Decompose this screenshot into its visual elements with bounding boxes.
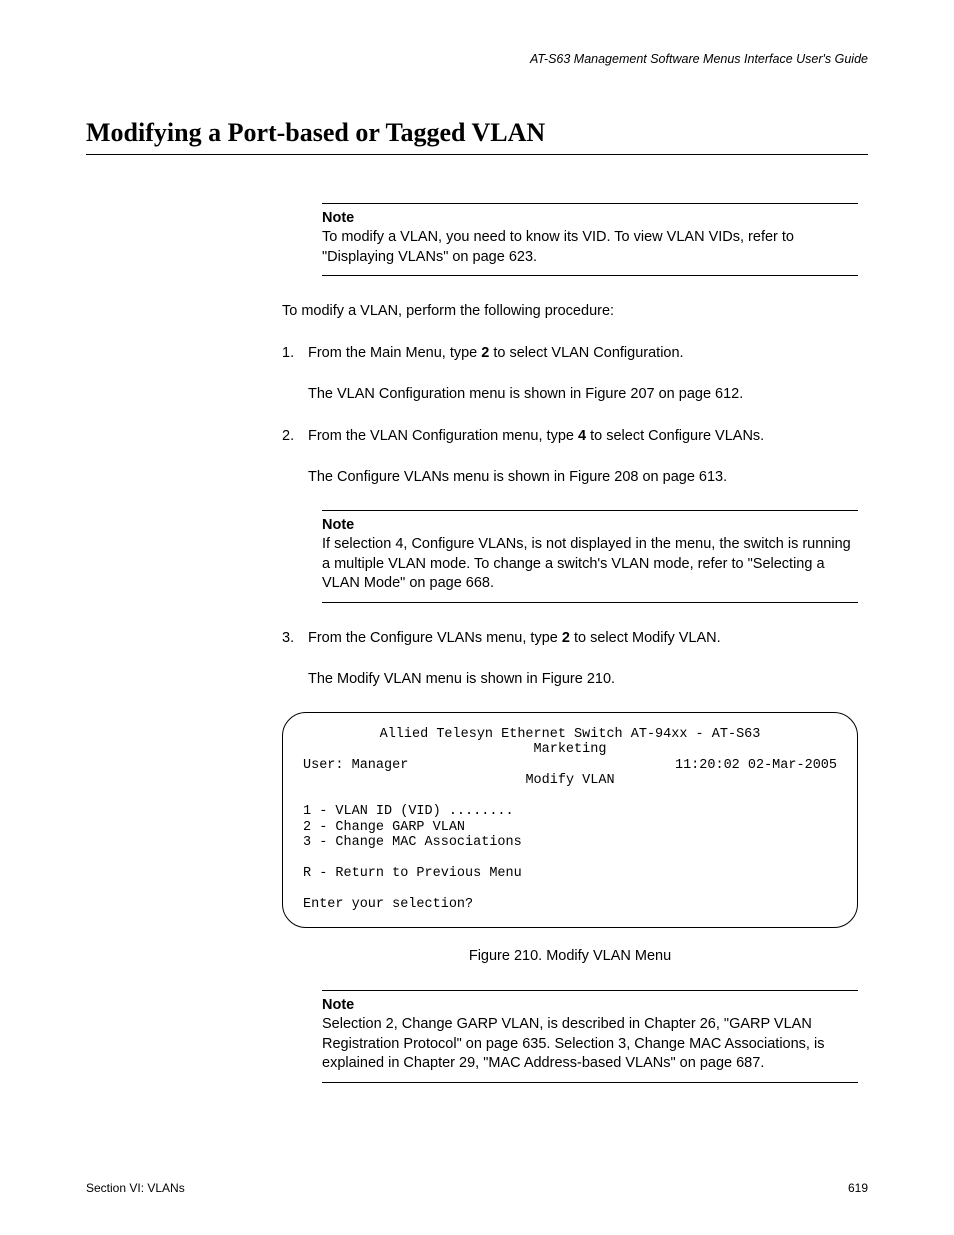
note-text: If selection 4, Configure VLANs, is not … [322, 535, 858, 594]
step-number: 3. [282, 629, 308, 649]
note-label: Note [322, 997, 858, 1013]
terminal-timestamp: 11:20:02 02-Mar-2005 [675, 758, 837, 774]
terminal-device: Allied Telesyn Ethernet Switch AT-94xx -… [380, 727, 761, 742]
note-text: Selection 2, Change GARP VLAN, is descri… [322, 1015, 858, 1074]
note-box-3: Note Selection 2, Change GARP VLAN, is d… [322, 990, 858, 1083]
terminal-option-r: R - Return to Previous Menu [303, 866, 837, 882]
footer-page-number: 619 [848, 1181, 868, 1195]
terminal-line-1: Allied Telesyn Ethernet Switch AT-94xx -… [303, 727, 837, 743]
step-number: 2. [282, 427, 308, 447]
step-2: 2. From the VLAN Configuration menu, typ… [282, 427, 858, 447]
note-box-1: Note To modify a VLAN, you need to know … [322, 203, 858, 276]
step-number: 1. [282, 344, 308, 364]
footer-section: Section VI: VLANs [86, 1181, 185, 1195]
step-bold: 4 [578, 428, 586, 444]
terminal-user-row: User: Manager 11:20:02 02-Mar-2005 [303, 758, 837, 774]
step-text-a: From the Main Menu, type [308, 345, 481, 361]
note-text: To modify a VLAN, you need to know its V… [322, 228, 858, 267]
step-content: From the VLAN Configuration menu, type 4… [308, 427, 858, 447]
note-label: Note [322, 210, 858, 226]
terminal-option-3: 3 - Change MAC Associations [303, 835, 837, 851]
terminal-title-text: Modify VLAN [525, 773, 614, 788]
terminal-menu-title: Modify VLAN [303, 773, 837, 789]
step-bold: 2 [562, 630, 570, 646]
step-text-b: to select Modify VLAN. [570, 630, 721, 646]
step-text-b: to select Configure VLANs. [586, 428, 764, 444]
step-content: From the Main Menu, type 2 to select VLA… [308, 344, 858, 364]
step-3: 3. From the Configure VLANs menu, type 2… [282, 629, 858, 649]
note-label: Note [322, 517, 858, 533]
step-2-follow: The Configure VLANs menu is shown in Fig… [308, 468, 858, 488]
step-text-a: From the VLAN Configuration menu, type [308, 428, 578, 444]
step-3-follow: The Modify VLAN menu is shown in Figure … [308, 670, 858, 690]
terminal-option-1: 1 - VLAN ID (VID) ........ [303, 804, 837, 820]
step-1: 1. From the Main Menu, type 2 to select … [282, 344, 858, 364]
intro-text: To modify a VLAN, perform the following … [282, 302, 858, 322]
note-box-2: Note If selection 4, Configure VLANs, is… [322, 510, 858, 603]
terminal-user: User: Manager [303, 758, 408, 774]
step-content: From the Configure VLANs menu, type 2 to… [308, 629, 858, 649]
step-1-follow: The VLAN Configuration menu is shown in … [308, 385, 858, 405]
step-text-a: From the Configure VLANs menu, type [308, 630, 562, 646]
terminal-line-2: Marketing [303, 742, 837, 758]
page-header: AT-S63 Management Software Menus Interfa… [86, 52, 868, 66]
section-title: Modifying a Port-based or Tagged VLAN [86, 118, 868, 155]
terminal-dept: Marketing [534, 742, 607, 757]
terminal-option-2: 2 - Change GARP VLAN [303, 820, 837, 836]
terminal-screen: Allied Telesyn Ethernet Switch AT-94xx -… [282, 712, 858, 928]
terminal-prompt: Enter your selection? [303, 897, 837, 913]
page-footer: Section VI: VLANs 619 [86, 1181, 868, 1195]
figure-caption: Figure 210. Modify VLAN Menu [282, 948, 858, 964]
step-text-b: to select VLAN Configuration. [489, 345, 683, 361]
